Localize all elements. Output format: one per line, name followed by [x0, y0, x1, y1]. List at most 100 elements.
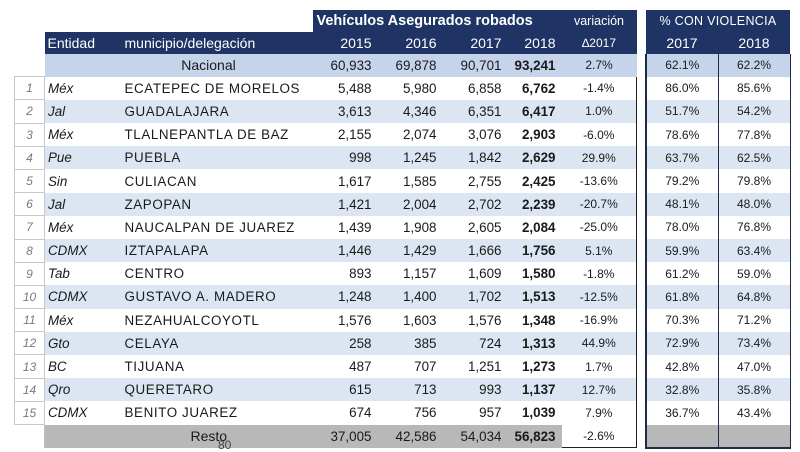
- row-index: 3: [14, 122, 45, 147]
- entity-cell: Méx: [44, 76, 111, 100]
- table-row: 5 Sin CULIACAN 1,617 1,585 2,755 2,425 -13.6% 79…: [14, 168, 791, 194]
- pct-2017-cell: 78.6%: [645, 123, 718, 147]
- resto-2015: 37,005: [312, 424, 378, 448]
- national-2015: 60,933: [312, 54, 378, 77]
- value-2015: 674: [349, 405, 372, 421]
- pct-2017-cell: 72.9%: [645, 331, 718, 355]
- column-gap: [637, 77, 647, 100]
- value-2018: 1,039: [521, 405, 556, 421]
- column-gap: [637, 332, 647, 355]
- value-2017: 1,576: [467, 312, 502, 328]
- municipality-cell: IZTAPALAPA: [110, 239, 313, 263]
- value-2018: 1,513: [507, 285, 562, 309]
- value-2015: 2,155: [337, 127, 372, 143]
- resto-row: Resto 37,005 42,586 54,034 56,823 -2.6%: [15, 424, 791, 449]
- header-row-1: Vehículos Asegurados robados variación %…: [15, 10, 790, 32]
- value-2017: 6,858: [467, 80, 502, 96]
- pct-2018-cell: 47.0%: [717, 354, 791, 379]
- variation-cell: -6.0%: [561, 123, 637, 147]
- entity-cell: Pue: [44, 146, 111, 170]
- row-index: 2: [14, 99, 45, 124]
- value-2016: 2,074: [402, 127, 437, 143]
- entity-cell: Qro: [44, 378, 111, 402]
- municipality-cell: GUSTAVO A. MADERO: [110, 285, 313, 309]
- entity-cell: CDMX: [44, 401, 111, 425]
- value-2018: 6,417: [507, 99, 562, 124]
- value-2017: 2,605: [467, 219, 502, 235]
- value-2016: 1,585: [402, 173, 437, 189]
- col-2017-header: 2017: [442, 32, 508, 54]
- national-2016: 69,878: [377, 54, 443, 77]
- municipality-cell: QUERETARO: [110, 378, 313, 402]
- row-index: 10: [14, 284, 45, 310]
- pct-2018-cell: 35.8%: [717, 378, 791, 402]
- entity-cell: Méx: [44, 123, 111, 147]
- resto-index-empty: [15, 425, 45, 448]
- row-index: 14: [14, 377, 45, 402]
- variation-cell: 1.0%: [561, 99, 637, 124]
- value-2016: 385: [377, 331, 443, 355]
- col-2016-header: 2016: [377, 32, 443, 54]
- pct-2018-cell: 54.2%: [717, 99, 791, 124]
- table-row: 9 Tab CENTRO 893 1,157 1,609 1,580 -1.8% 61.2% 59…: [14, 261, 791, 286]
- value-2015: 1,446: [312, 239, 378, 263]
- column-gap: [637, 239, 647, 262]
- column-gap: [637, 425, 647, 448]
- table-wrapper: Vehículos Asegurados robados variación %…: [14, 10, 791, 449]
- value-2016: 1,429: [377, 239, 443, 263]
- value-2018: 1,273: [521, 359, 556, 375]
- table-row: 3 Méx TLALNEPANTLA DE BAZ 2,155 2,074 3,076 2,…: [14, 122, 791, 147]
- row-index: 13: [14, 354, 45, 379]
- variation-cell: 44.9%: [561, 331, 637, 355]
- column-gap: [637, 401, 647, 424]
- variation-cell: 5.1%: [561, 239, 637, 263]
- value-2017: 1,609: [467, 266, 502, 282]
- value-2018: 1,348: [521, 312, 556, 328]
- pct-2017-cell: 42.8%: [645, 354, 718, 379]
- value-2015: 1,617: [337, 173, 372, 189]
- pct-2018-cell: 64.8%: [717, 285, 791, 309]
- violence-header: % CON VIOLENCIA: [646, 10, 790, 32]
- row-index: 9: [14, 261, 45, 286]
- page-number: 80: [218, 438, 232, 452]
- column-gap: [637, 216, 647, 239]
- row-index: 5: [14, 168, 45, 194]
- row-index: 1: [14, 76, 45, 101]
- variation-header: variación: [561, 10, 637, 32]
- value-2016: 1,908: [402, 219, 437, 235]
- pct-2018-cell: 77.8%: [717, 123, 791, 147]
- national-row: Nacional 60,933 69,878 90,701 93,241 2.7…: [14, 54, 791, 77]
- municipality-cell: CULIACAN: [124, 173, 198, 189]
- value-2015: 1,421: [312, 192, 378, 216]
- municipality-cell: NEZAHUALCOYOTL: [124, 312, 260, 328]
- table-row: 4 Pue PUEBLA 998 1,245 1,842 2,629 29.9% 63.7% 62…: [14, 145, 791, 170]
- value-2016: 1,603: [402, 312, 437, 328]
- table-row: 10 CDMX GUSTAVO A. MADERO 1,248 1,400 1,702 1,…: [14, 284, 791, 310]
- pct-2017-cell: 86.0%: [645, 76, 718, 100]
- stolen-vehicles-table: Vehículos Asegurados robados variación %…: [14, 10, 791, 449]
- col-delta-header: ∆2017: [561, 32, 637, 54]
- value-2015: 893: [349, 266, 372, 282]
- municipality-cell: BENITO JUAREZ: [124, 405, 238, 421]
- entity-cell: Méx: [44, 215, 111, 239]
- table-row: 14 Qro QUERETARO 615 713 993 1,137 12.7% 32.8% 35…: [14, 377, 791, 402]
- table-row: 15 CDMX BENITO JUAREZ 674 756 957 1,039 7.9% 36.…: [14, 400, 791, 426]
- variation-cell: 7.9%: [561, 401, 637, 425]
- value-2018: 1,756: [507, 239, 562, 263]
- variation-cell: -25.0%: [561, 215, 637, 239]
- column-gap: [637, 123, 647, 146]
- national-variation: 2.7%: [561, 54, 637, 77]
- entity-cell: BC: [44, 354, 111, 379]
- column-gap: [637, 100, 647, 123]
- pct-2017-cell: 32.8%: [645, 378, 718, 402]
- variation-cell: -1.4%: [561, 76, 637, 100]
- resto-label: Resto: [44, 424, 313, 448]
- value-2017: 2,755: [467, 173, 502, 189]
- pct-2018-cell: 59.0%: [717, 262, 791, 286]
- header-row-2: Entidad municipio/delegación 2015 2016 2…: [15, 32, 790, 54]
- resto-pct-2017: [645, 424, 718, 449]
- variation-cell: 12.7%: [561, 378, 637, 402]
- col-municipio-header: municipio/delegación: [110, 32, 313, 54]
- table-row: 1 Méx ECATEPEC DE MORELOS 5,488 5,980 6,858 6,…: [14, 76, 791, 101]
- resto-variation: -2.6%: [561, 424, 637, 449]
